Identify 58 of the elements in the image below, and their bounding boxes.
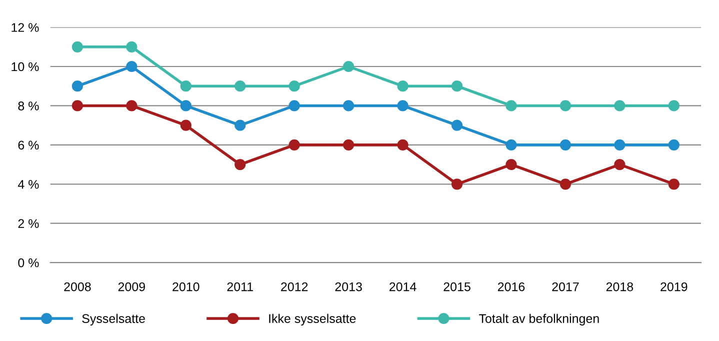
point <box>668 178 680 190</box>
legend-label: Sysselsatte <box>82 314 145 326</box>
x-tick-label: 2010 <box>172 282 200 292</box>
point <box>126 41 138 52</box>
point <box>180 100 192 112</box>
x-tick-label: 2015 <box>444 282 470 292</box>
point <box>560 178 572 190</box>
point <box>288 80 300 92</box>
point <box>234 158 246 170</box>
x-tick-label: 2013 <box>335 282 362 292</box>
y-tick-label: 2 % <box>18 219 39 228</box>
point <box>234 120 246 131</box>
x-tick-label: 2016 <box>498 282 525 292</box>
y-tick-label: 0 % <box>18 258 39 268</box>
point <box>397 139 408 150</box>
point <box>560 100 572 112</box>
point <box>668 139 680 150</box>
x-tick-label: 2012 <box>281 282 308 292</box>
point <box>343 100 354 112</box>
point <box>506 139 517 150</box>
point <box>126 60 138 72</box>
point <box>343 60 354 72</box>
point <box>614 139 626 150</box>
x-tick-label: 2018 <box>606 282 634 292</box>
legend-label: Ikke sysselsatte <box>269 314 356 326</box>
point <box>668 100 680 112</box>
y-tick-label: 4 % <box>18 180 39 189</box>
x-tick-label: 2009 <box>118 282 145 292</box>
y-tick-label: 10 % <box>12 62 39 72</box>
y-tick-label: 6 % <box>18 140 39 150</box>
y-tick-label: 8 % <box>18 102 39 110</box>
x-tick-label: 2008 <box>64 282 91 292</box>
point <box>451 178 463 190</box>
y-tick-label: 12 % <box>12 23 39 32</box>
point <box>506 158 517 170</box>
point <box>126 100 138 112</box>
point <box>180 120 192 131</box>
x-tick-label: 2017 <box>552 282 579 292</box>
point <box>72 41 83 52</box>
point <box>288 139 300 150</box>
point <box>614 100 626 112</box>
x-tick-label: 2014 <box>390 282 416 292</box>
point <box>180 80 192 92</box>
point <box>288 100 300 112</box>
point <box>234 80 246 92</box>
point <box>72 100 83 112</box>
x-tick-label: 2019 <box>660 282 688 292</box>
legend-label: Totalt av befolkningen <box>479 314 599 326</box>
point <box>72 80 83 92</box>
point <box>506 100 517 112</box>
point <box>451 120 463 131</box>
point <box>397 80 408 92</box>
point <box>451 80 463 92</box>
point <box>397 100 408 112</box>
point <box>343 139 354 150</box>
point <box>560 139 572 150</box>
x-tick-label: 2011 <box>227 282 253 292</box>
point <box>614 158 626 170</box>
